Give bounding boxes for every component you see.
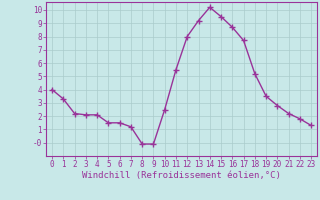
X-axis label: Windchill (Refroidissement éolien,°C): Windchill (Refroidissement éolien,°C)	[82, 171, 281, 180]
